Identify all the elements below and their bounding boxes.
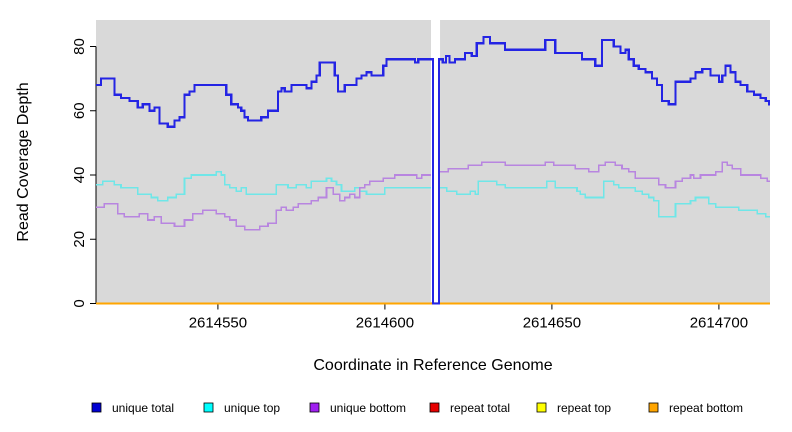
legend-swatch-unique-total [91, 402, 102, 413]
y-tick-label: 80 [71, 38, 88, 55]
y-tick-label: 40 [71, 167, 88, 184]
y-axis-title: Read Coverage Depth [15, 82, 32, 241]
y-tick-label: 0 [71, 299, 88, 307]
y-tick-label: 20 [71, 231, 88, 248]
legend-label: unique bottom [330, 401, 406, 415]
coverage-gap-region [430, 20, 441, 302]
legend-label: repeat bottom [669, 401, 743, 415]
x-tick-label: 2614650 [523, 315, 581, 332]
series-line-unique-total [96, 35, 771, 305]
legend-label: repeat total [450, 401, 510, 415]
y-tick-label: 60 [71, 102, 88, 119]
legend-item-repeat-bottom: repeat bottom [648, 401, 743, 415]
legend-swatch-unique-top [203, 402, 214, 413]
legend-label: unique top [224, 401, 280, 415]
series-line-unique-bottom [96, 161, 770, 231]
legend-swatch-repeat-total [429, 402, 440, 413]
legend-swatch-repeat-bottom [648, 402, 659, 413]
legend-item-unique-total: unique total [91, 401, 174, 415]
axes: 2614550 2614600 2614650 2614700 0 20 40 60 80 [71, 38, 770, 332]
series-line-unique-top [96, 171, 770, 218]
x-axis-title: Coordinate in Reference Genome [313, 357, 552, 374]
legend-swatch-repeat-top [536, 402, 547, 413]
legend: unique total unique top unique bottom repea… [91, 401, 743, 415]
legend-item-repeat-top: repeat top [536, 401, 611, 415]
series-lines [96, 35, 771, 305]
x-tick-label: 2614600 [356, 315, 414, 332]
legend-item-unique-bottom: unique bottom [309, 401, 406, 415]
legend-swatch-unique-bottom [309, 402, 320, 413]
legend-item-repeat-total: repeat total [429, 401, 510, 415]
x-tick-label: 2614550 [189, 315, 247, 332]
legend-label: repeat top [557, 401, 611, 415]
x-tick-label: 2614700 [690, 315, 748, 332]
legend-item-unique-top: unique top [203, 401, 280, 415]
legend-label: unique total [112, 401, 174, 415]
